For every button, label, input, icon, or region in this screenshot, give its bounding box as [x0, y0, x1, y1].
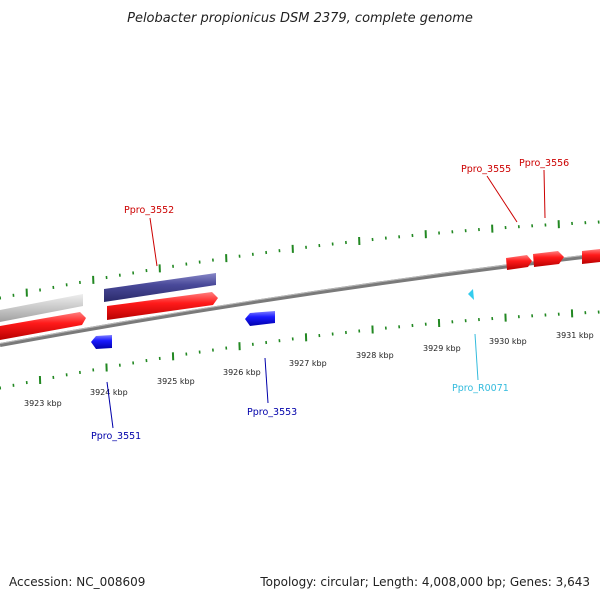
ruler-label-3925: 3925 kbp	[157, 377, 195, 386]
gene-label-ppro-3552[interactable]: Ppro_3552	[124, 205, 174, 216]
gene-label-ppro-3556[interactable]: Ppro_3556	[519, 158, 569, 169]
rna-gene-arrow-ppro-r0071[interactable]	[468, 289, 474, 300]
leader-line-ppro-r0071	[474, 333, 479, 381]
ruler-label-3928: 3928 kbp	[356, 351, 394, 360]
forward-gene-arrow-ppro-3556[interactable]	[533, 251, 564, 267]
ruler-label-3926: 3926 kbp	[223, 368, 261, 377]
leader-line-ppro-3551	[106, 381, 114, 429]
lower-tick-track	[0, 309, 600, 390]
gene-label-ppro-r0071[interactable]: Ppro_R0071	[452, 383, 509, 394]
leader-line-ppro-3553	[264, 357, 269, 404]
reverse-gene-arrow-ppro-3551[interactable]	[91, 335, 112, 349]
forward-gene-arrow-right-edge[interactable]	[582, 249, 600, 264]
leader-line-ppro-3556	[543, 169, 546, 219]
map-title: Pelobacter propionicus DSM 2379, complet…	[127, 11, 473, 26]
upper-tick-track	[0, 220, 600, 300]
topology-summary-text: Topology: circular; Length: 4,008,000 bp…	[259, 575, 590, 589]
gene-label-ppro-3555[interactable]: Ppro_3555	[461, 164, 511, 175]
forward-gene-arrow-ppro-3552[interactable]	[107, 292, 218, 320]
ruler-label-3931: 3931 kbp	[556, 331, 594, 340]
leader-line-ppro-3552	[149, 217, 158, 267]
gene-label-ppro-3551[interactable]: Ppro_3551	[91, 431, 141, 442]
ruler-label-3927: 3927 kbp	[289, 359, 327, 368]
leader-line-ppro-3555	[486, 175, 518, 223]
gene-label-ppro-3553[interactable]: Ppro_3553	[247, 407, 297, 418]
accession-text: Accession: NC_008609	[9, 575, 145, 589]
forward-gene-arrow-ppro-3555[interactable]	[506, 255, 532, 270]
ruler-label-3923: 3923 kbp	[24, 399, 62, 408]
reverse-gene-arrow-ppro-3553[interactable]	[245, 311, 275, 326]
ruler-label-3930: 3930 kbp	[489, 337, 527, 346]
grey-feature-bar[interactable]	[0, 294, 83, 322]
forward-gene-arrow-left[interactable]	[0, 312, 86, 340]
highlighted-gene-bar-ppro-3552[interactable]	[104, 273, 216, 302]
ruler-label-3929: 3929 kbp	[423, 344, 461, 353]
